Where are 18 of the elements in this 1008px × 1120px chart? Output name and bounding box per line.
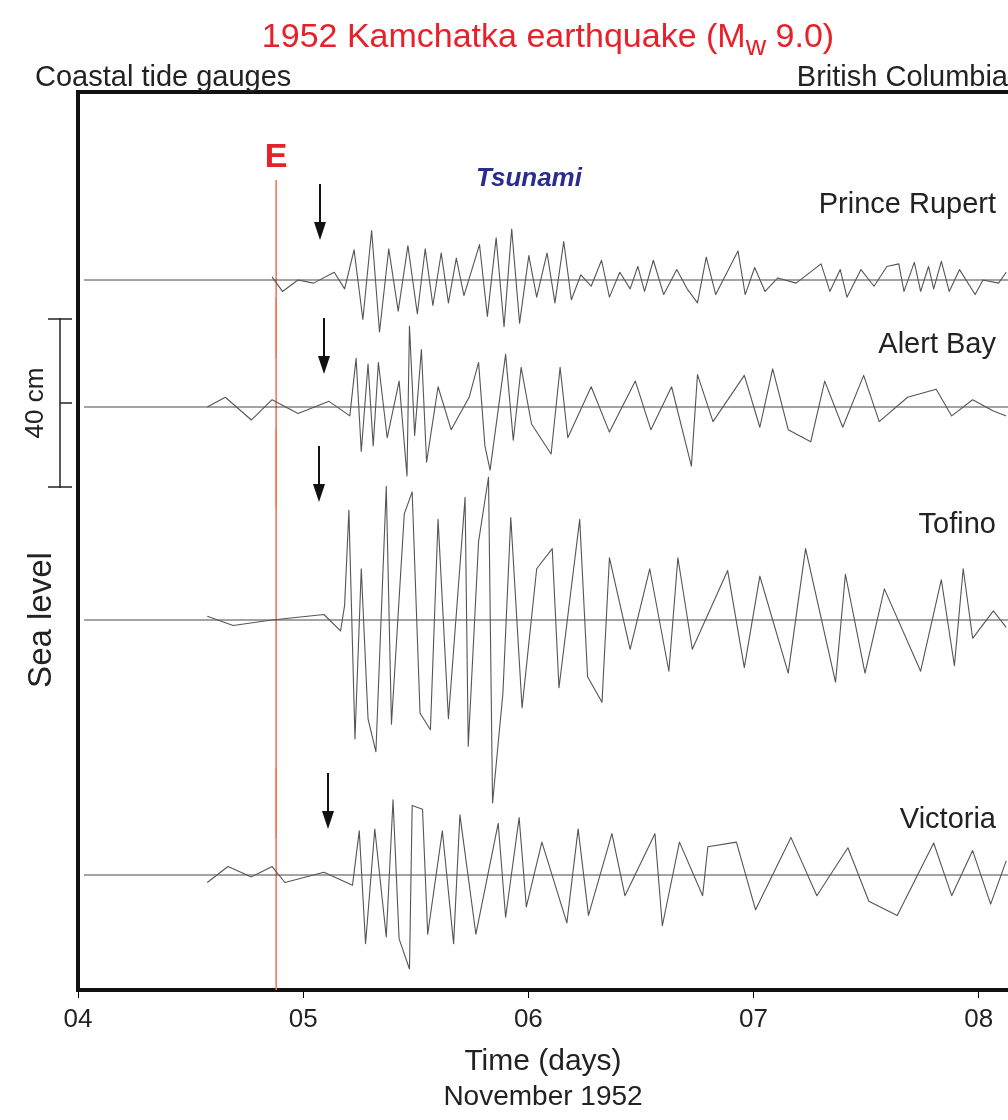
x-tick-label: 06 xyxy=(513,1002,543,1033)
text: British Columbia xyxy=(796,60,1008,93)
text: November 1952 xyxy=(442,1080,644,1112)
chart-subtitle: Coastal tide gauges xyxy=(35,60,292,93)
x-axis-title: Time (days) xyxy=(464,1043,622,1077)
chart-title: 1952 Kamchatka earthquake (M$_{w}$ 9.0) xyxy=(260,16,836,62)
text: 40 cm xyxy=(18,367,50,439)
series-label: Victoria xyxy=(899,801,997,834)
x-tick-label: 08 xyxy=(964,1002,994,1033)
x-tick-label: 05 xyxy=(288,1002,318,1033)
series-label: Tofino xyxy=(918,506,996,539)
ref-line-label: E xyxy=(264,136,288,175)
x-tick-label: 07 xyxy=(739,1002,769,1033)
series-label: Alert Bay xyxy=(878,326,997,359)
y-axis-title: Sea level xyxy=(21,552,59,688)
x-tick-label: 04 xyxy=(63,1002,93,1033)
text: Tsunami xyxy=(476,162,582,193)
series-label: Prince Rupert xyxy=(818,187,996,220)
